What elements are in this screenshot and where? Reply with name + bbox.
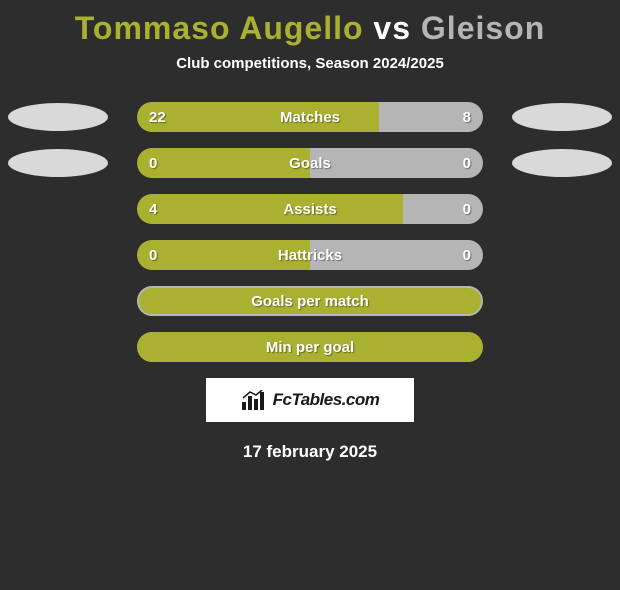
stat-bar: Matches228 [137, 102, 483, 132]
stat-row: Hattricks00 [0, 240, 620, 270]
bar-segment-right [379, 102, 483, 132]
bar-segment-left [137, 148, 310, 178]
stat-row: Min per goal [0, 332, 620, 362]
bar-segment-left [137, 286, 483, 316]
stat-row: Goals per match [0, 286, 620, 316]
title-right-player: Gleison [421, 10, 545, 46]
stat-row: Goals00 [0, 148, 620, 178]
stat-rows: Matches228 Goals00 Assists40 Hattricks00 Goa… [0, 102, 620, 362]
stat-bar: Assists40 [137, 194, 483, 224]
title: Tommaso Augello vs Gleison [0, 10, 620, 47]
bar-segment-left [137, 240, 310, 270]
subtitle: Club competitions, Season 2024/2025 [0, 55, 620, 72]
bar-segment-left [137, 332, 483, 362]
right-ellipse-icon [512, 103, 612, 131]
comparison-infographic: Tommaso Augello vs Gleison Club competit… [0, 10, 620, 462]
bar-segment-left [137, 194, 403, 224]
stat-row: Matches228 [0, 102, 620, 132]
stat-bar: Hattricks00 [137, 240, 483, 270]
bar-segment-left [137, 102, 379, 132]
stat-bar: Goals00 [137, 148, 483, 178]
logo-text: FcTables.com [273, 390, 380, 410]
stat-bar: Min per goal [137, 332, 483, 362]
bar-chart-icon [241, 390, 267, 410]
bar-segment-right [310, 240, 483, 270]
stat-row: Assists40 [0, 194, 620, 224]
bar-segment-right [310, 148, 483, 178]
left-ellipse-icon [8, 103, 108, 131]
bar-segment-right [403, 194, 483, 224]
title-vs: vs [373, 10, 411, 46]
title-left-player: Tommaso Augello [75, 10, 364, 46]
right-ellipse-icon [512, 149, 612, 177]
stat-bar: Goals per match [137, 286, 483, 316]
left-ellipse-icon [8, 149, 108, 177]
date-text: 17 february 2025 [0, 442, 620, 462]
logo-box: FcTables.com [206, 378, 414, 422]
